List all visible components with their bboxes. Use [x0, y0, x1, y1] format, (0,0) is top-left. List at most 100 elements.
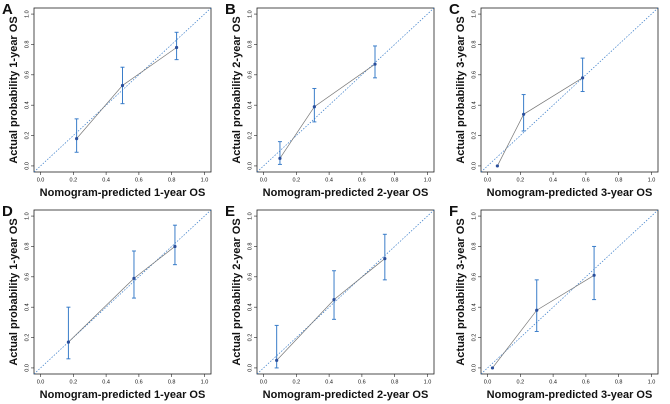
y-tick-label: 0.6 [24, 273, 30, 281]
x-tick-label: 1.0 [424, 177, 432, 183]
point [535, 308, 539, 312]
y-tick-label: 0.0 [247, 364, 253, 372]
x-axis-label: Nomogram-predicted 2-year OS [263, 187, 429, 199]
point [120, 83, 125, 88]
x-axis-label: Nomogram-predicted 3-year OS [487, 187, 653, 199]
calibration-line [76, 47, 177, 139]
x-tick-label: 0.2 [293, 177, 301, 183]
error-bar [66, 306, 71, 360]
y-tick-label: 0.0 [247, 162, 253, 170]
point [490, 366, 495, 370]
reference-line [480, 7, 659, 173]
x-tick-label: 0.8 [615, 177, 623, 183]
calibration-line [279, 63, 376, 159]
calibration-line [276, 258, 386, 361]
x-tick-label: 0.4 [325, 379, 333, 385]
error-bar [74, 118, 79, 153]
x-tick-label: 0.8 [391, 379, 399, 385]
point [75, 136, 79, 141]
x-tick-label: 0.2 [293, 379, 301, 385]
panel-letter: D [2, 203, 13, 220]
y-tick-label: 0.4 [247, 303, 253, 311]
x-tick-label: 0.2 [517, 379, 525, 385]
y-tick-label: 0.4 [471, 101, 477, 109]
y-tick-label: 0.6 [471, 71, 477, 79]
y-axis-label: Actual probability 1-year OS [8, 218, 20, 365]
y-tick-label: 0.2 [471, 132, 477, 140]
y-tick-label: 0.4 [24, 303, 30, 311]
panel: B 0.0 0.2 0.4 0.6 0.8 1.0 0.0 0.2 0.4 0.6 0.8 1.0 Nom… [225, 1, 435, 199]
panel-letter: A [2, 1, 13, 18]
point [495, 164, 499, 168]
point [383, 256, 387, 261]
error-bar [332, 270, 337, 320]
point [332, 297, 336, 302]
x-tick-label: 0.0 [37, 379, 45, 385]
panel: F 0.0 0.2 0.4 0.6 0.8 1.0 0.0 0.2 0.4 0.6 0.8 1.0 Nom… [449, 203, 659, 401]
point [312, 105, 316, 109]
y-tick-label: 0.8 [247, 41, 253, 49]
y-tick-label: 0.0 [471, 364, 477, 372]
plot-frame [256, 209, 435, 375]
point [522, 112, 526, 116]
x-tick-label: 0.2 [70, 379, 78, 385]
x-tick-label: 0.0 [260, 379, 268, 385]
x-tick-label: 0.2 [70, 177, 78, 183]
plot-frame [33, 209, 212, 375]
y-tick-label: 1.0 [471, 10, 477, 18]
error-bar [373, 45, 377, 79]
x-tick-label: 0.4 [325, 177, 333, 183]
panel: C 0.0 0.2 0.4 0.6 0.8 1.0 0.0 0.2 0.4 0.6 0.8 1.0 Nom… [449, 1, 659, 199]
x-tick-label: 1.0 [424, 379, 432, 385]
reference-line [33, 209, 212, 375]
panel-letter: E [225, 203, 235, 220]
y-tick-label: 0.8 [247, 243, 253, 251]
y-tick-label: 0.6 [247, 273, 253, 281]
y-axis-label: Actual probability 2-year OS [231, 218, 243, 365]
x-tick-label: 0.8 [168, 379, 176, 385]
x-tick-label: 1.0 [648, 177, 656, 183]
y-tick-label: 1.0 [24, 10, 30, 18]
y-tick-label: 0.4 [247, 101, 253, 109]
y-tick-label: 0.2 [24, 334, 30, 342]
x-axis-label: Nomogram-predicted 1-year OS [40, 187, 206, 199]
y-axis-label: Actual probability 2-year OS [231, 16, 243, 163]
y-tick-label: 0.2 [247, 132, 253, 140]
x-tick-label: 0.6 [358, 177, 366, 183]
point [174, 45, 179, 50]
panel-letter: B [225, 1, 236, 18]
y-tick-label: 0.2 [471, 334, 477, 342]
error-bar [534, 279, 539, 332]
y-axis-label: Actual probability 3-year OS [455, 16, 467, 163]
point [592, 273, 596, 277]
plot-frame [33, 7, 212, 173]
point [173, 244, 177, 249]
point [275, 358, 279, 362]
point [278, 156, 282, 160]
plot-frame [480, 7, 659, 173]
calibration-line [68, 246, 176, 343]
x-tick-label: 1.0 [201, 177, 209, 183]
x-tick-label: 0.4 [549, 379, 557, 385]
x-tick-label: 0.4 [549, 177, 557, 183]
y-tick-label: 1.0 [24, 212, 30, 220]
y-tick-label: 0.6 [247, 71, 253, 79]
y-axis-label: Actual probability 1-year OS [8, 16, 20, 163]
plot-frame [256, 7, 435, 173]
reference-line [256, 209, 435, 375]
x-tick-label: 0.6 [135, 379, 143, 385]
x-tick-label: 0.0 [484, 177, 492, 183]
x-axis-label: Nomogram-predicted 1-year OS [40, 389, 206, 401]
y-tick-label: 0.2 [247, 334, 253, 342]
y-axis-label: Actual probability 3-year OS [455, 218, 467, 365]
x-tick-label: 0.0 [484, 379, 492, 385]
y-tick-label: 0.6 [471, 273, 477, 281]
x-tick-label: 0.4 [102, 379, 110, 385]
y-tick-label: 0.8 [24, 41, 30, 49]
reference-line [480, 209, 659, 375]
plot-frame [480, 209, 659, 375]
y-tick-label: 1.0 [247, 212, 253, 220]
point [66, 340, 71, 344]
x-tick-label: 0.8 [615, 379, 623, 385]
